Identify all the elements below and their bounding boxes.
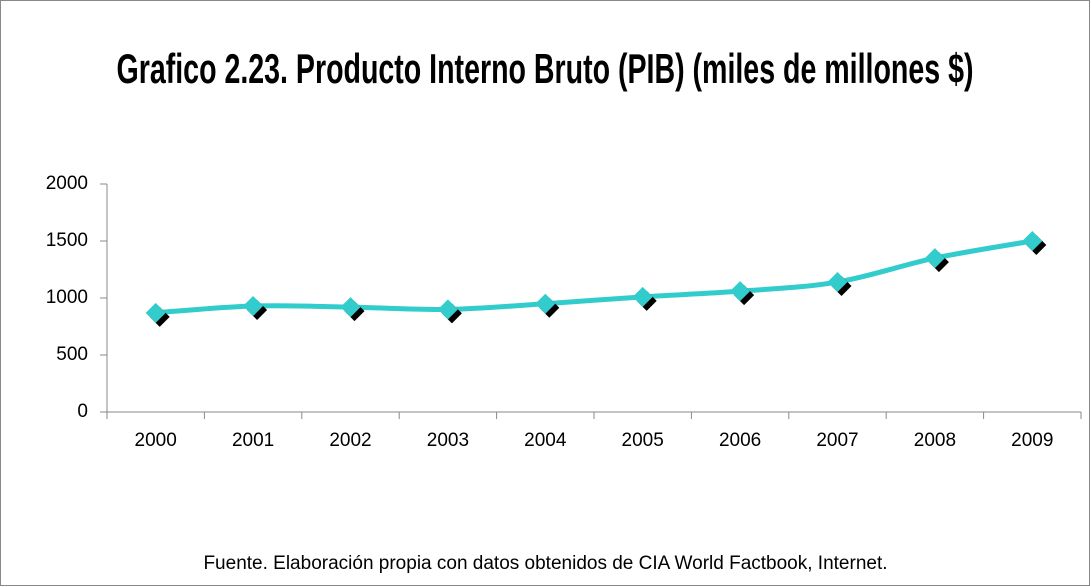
marker xyxy=(243,295,264,316)
y-tick-label: 500 xyxy=(56,344,88,365)
marker xyxy=(340,297,361,318)
x-tick-label: 2006 xyxy=(719,430,761,451)
marker xyxy=(1022,231,1043,251)
y-tick-label: 1500 xyxy=(46,230,88,251)
x-tick-label: 2004 xyxy=(524,430,567,451)
series-line xyxy=(155,238,1033,316)
marker xyxy=(924,248,945,269)
x-tick-label: 2000 xyxy=(135,430,177,451)
y-tick-label: 1000 xyxy=(46,287,88,308)
source-note: Fuente. Elaboración propia con datos obt… xyxy=(203,553,888,574)
x-tick-label: 2003 xyxy=(427,430,469,451)
x-tick-label: 2008 xyxy=(914,430,956,451)
y-tick-label: 0 xyxy=(77,401,88,422)
marker xyxy=(827,272,848,293)
x-tick-label: 2002 xyxy=(329,430,371,451)
y-tick-label: 2000 xyxy=(46,173,88,194)
marker xyxy=(535,293,556,314)
marker xyxy=(730,281,751,302)
marker xyxy=(145,302,166,323)
x-tick-label: 2009 xyxy=(1011,430,1053,451)
marker xyxy=(632,286,653,307)
chart-title: Grafico 2.23. Producto Interno Bruto (PI… xyxy=(116,45,974,92)
marker xyxy=(437,299,458,320)
x-tick-label: 2001 xyxy=(232,430,274,451)
x-tick-label: 2005 xyxy=(622,430,664,451)
x-tick-label: 2007 xyxy=(816,430,858,451)
